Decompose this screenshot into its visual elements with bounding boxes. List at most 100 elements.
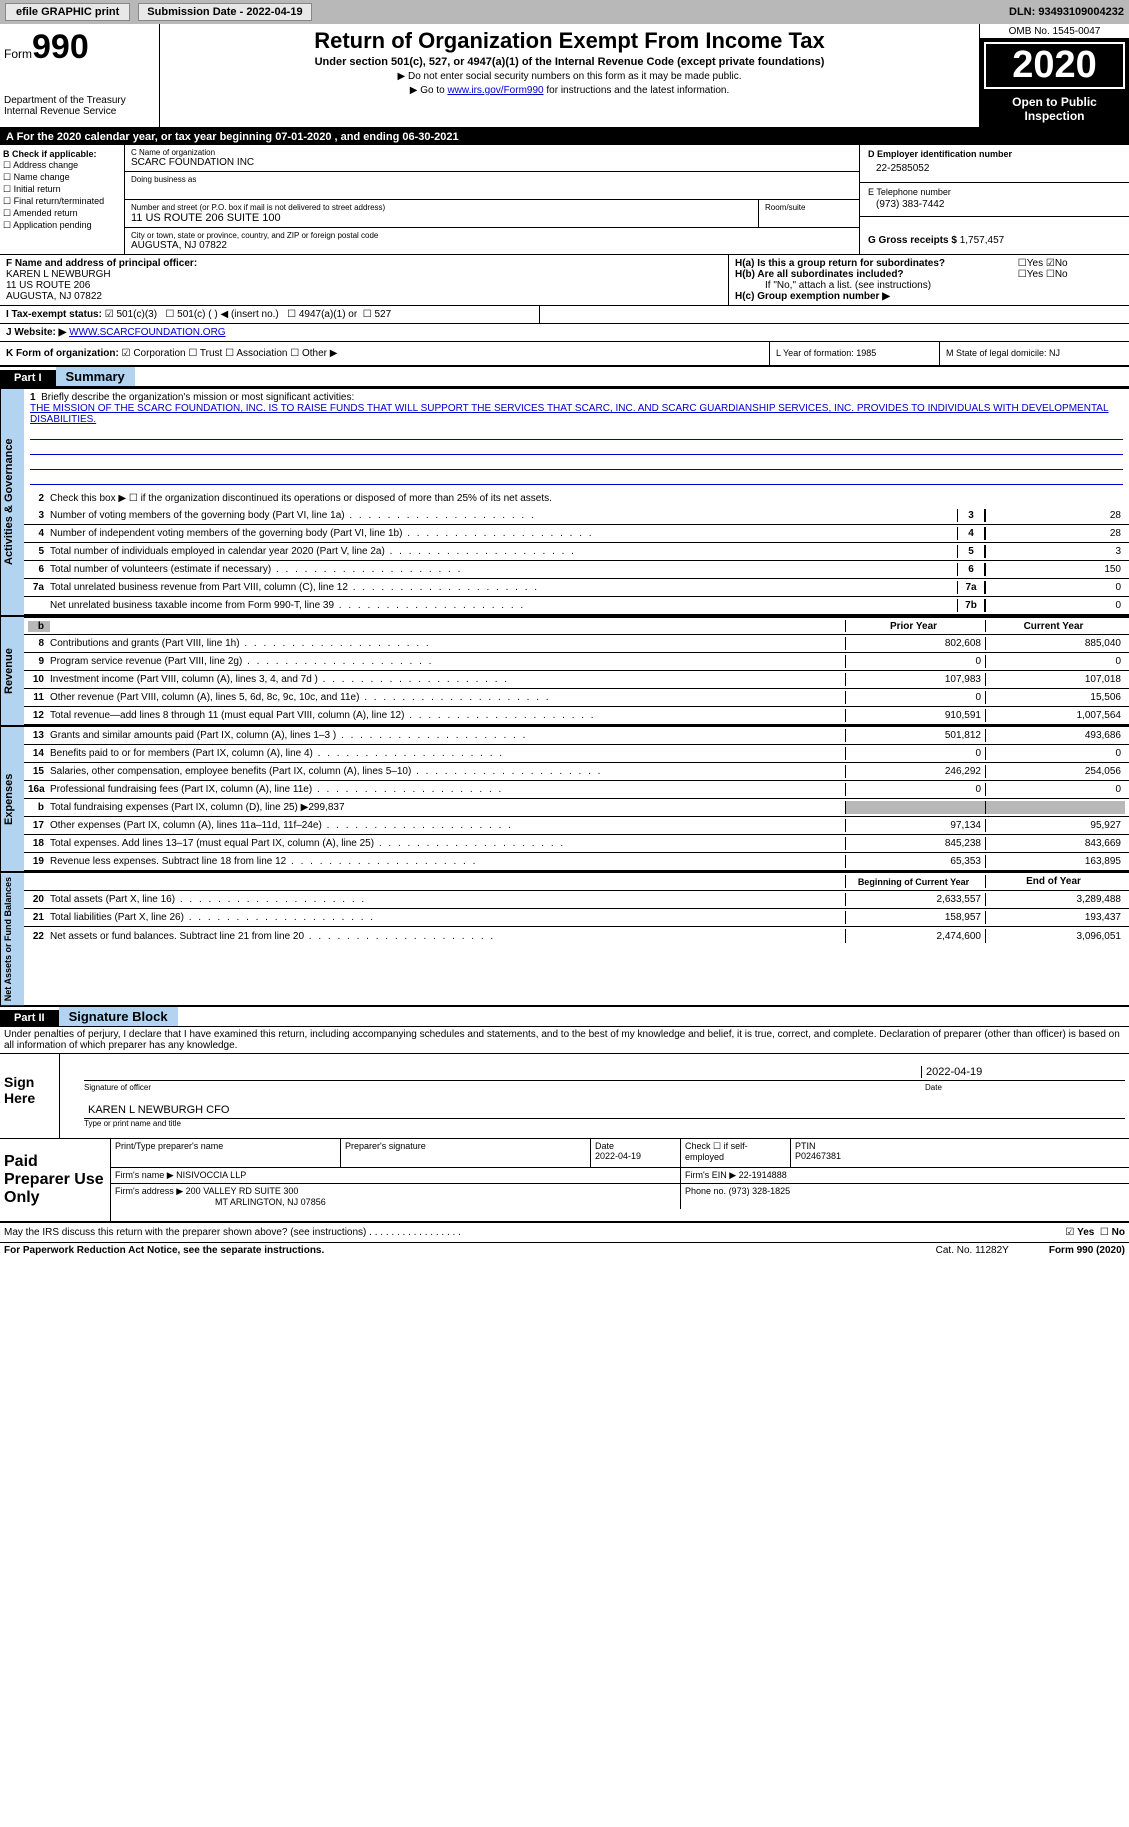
table-row: 16aProfessional fundraising fees (Part I… (24, 781, 1129, 799)
mission-text: THE MISSION OF THE SCARC FOUNDATION, INC… (30, 403, 1109, 425)
k-assoc[interactable]: Association (236, 348, 287, 359)
section-m: M State of legal domicile: NJ (939, 342, 1129, 365)
i-527[interactable]: 527 (375, 309, 392, 320)
header-right: OMB No. 1545-0047 2020 Open to Public In… (979, 24, 1129, 127)
netassets-group: Net Assets or Fund Balances Beginning of… (0, 873, 1129, 1007)
chk-address-change[interactable]: ☐ Address change (3, 160, 121, 171)
website-link[interactable]: WWW.SCARCFOUNDATION.ORG (69, 327, 225, 338)
part1-header: Part ISummary (0, 367, 1129, 387)
revenue-group: Revenue b Prior Year Current Year 8Contr… (0, 617, 1129, 727)
i-501c3[interactable]: 501(c)(3) (116, 309, 157, 320)
block-bcd: B Check if applicable: ☐ Address change … (0, 145, 1129, 255)
section-h: H(a) Is this a group return for subordin… (729, 255, 1129, 305)
table-row: 8Contributions and grants (Part VIII, li… (24, 635, 1129, 653)
officer-signature-field[interactable] (88, 1066, 921, 1078)
header-left: Form990 Department of the Treasury Inter… (0, 24, 160, 127)
table-row: 10Investment income (Part VIII, column (… (24, 671, 1129, 689)
k-other[interactable]: Other ▶ (302, 348, 337, 359)
line-2: 2Check this box ▶ ☐ if the organization … (24, 489, 1129, 507)
firm-phone-value: (973) 328-1825 (729, 1186, 791, 1196)
part2-header: Part IISignature Block (0, 1007, 1129, 1027)
ha-label: H(a) Is this a group return for subordin… (735, 258, 1015, 269)
part2-title: Signature Block (59, 1007, 178, 1026)
inst2-pre: ▶ Go to (410, 85, 448, 96)
inst2-post: for instructions and the latest informat… (544, 85, 730, 96)
hb-yes[interactable]: Yes (1027, 269, 1043, 280)
section-klm: K Form of organization: ☑ Corporation ☐ … (0, 342, 1129, 367)
i-4947[interactable]: 4947(a)(1) or (299, 309, 357, 320)
dba-label: Doing business as (131, 175, 853, 184)
dln: DLN: 93493109004232 (1009, 6, 1124, 18)
open-public-label: Open to Public Inspection (980, 91, 1129, 127)
sig-officer-label: Signature of officer (84, 1083, 925, 1092)
irs-link[interactable]: www.irs.gov/Form990 (447, 85, 543, 96)
discuss-no[interactable]: No (1112, 1227, 1125, 1238)
officer-printed-name: KAREN L NEWBURGH CFO (88, 1104, 229, 1116)
table-row: 13Grants and similar amounts paid (Part … (24, 727, 1129, 745)
ein-value: 22-2585052 (868, 159, 1121, 178)
firm-addr2: MT ARLINGTON, NJ 07856 (215, 1197, 326, 1207)
expenses-group: Expenses 13Grants and similar amounts pa… (0, 727, 1129, 873)
table-row: 14Benefits paid to or for members (Part … (24, 745, 1129, 763)
form-header: Form990 Department of the Treasury Inter… (0, 24, 1129, 129)
firm-addr1: 200 VALLEY RD SUITE 300 (186, 1186, 299, 1196)
discuss-yes[interactable]: Yes (1077, 1227, 1094, 1238)
firm-ein-label: Firm's EIN ▶ (685, 1170, 736, 1180)
self-employed-check[interactable]: Check ☐ if self-employed (681, 1139, 791, 1167)
discuss-question: May the IRS discuss this return with the… (4, 1227, 1065, 1238)
form-subtitle: Under section 501(c), 527, or 4947(a)(1)… (170, 56, 969, 68)
hb-note: If "No," attach a list. (see instruction… (765, 280, 1123, 291)
table-row: 22Net assets or fund balances. Subtract … (24, 927, 1129, 945)
footer-form: Form 990 (2020) (1049, 1245, 1125, 1256)
block-fh: F Name and address of principal officer:… (0, 255, 1129, 306)
k-trust[interactable]: Trust (200, 348, 222, 359)
expenses-vlabel: Expenses (0, 727, 24, 871)
efile-print-button[interactable]: efile GRAPHIC print (5, 3, 130, 21)
officer-addr2: AUGUSTA, NJ 07822 (6, 291, 102, 302)
preparer-date-label: Date (595, 1141, 676, 1151)
table-row: 9Program service revenue (Part VIII, lin… (24, 653, 1129, 671)
footer: For Paperwork Reduction Act Notice, see … (0, 1242, 1129, 1258)
revenue-header-row: b Prior Year Current Year (24, 617, 1129, 635)
city-label: City or town, state or province, country… (131, 231, 853, 240)
ha-yes[interactable]: Yes (1027, 258, 1043, 269)
officer-addr1: 11 US ROUTE 206 (6, 280, 90, 291)
form-number: 990 (32, 28, 89, 66)
k-corp[interactable]: Corporation (133, 348, 185, 359)
ha-no[interactable]: No (1055, 258, 1068, 269)
header-center: Return of Organization Exempt From Incom… (160, 24, 979, 127)
l1-text: Briefly describe the organization's miss… (41, 392, 354, 403)
table-row: 20Total assets (Part X, line 16)2,633,55… (24, 891, 1129, 909)
ein-label: D Employer identification number (868, 149, 1121, 159)
sig-date-label: Date (925, 1083, 1125, 1092)
firm-ein-value: 22-1914888 (739, 1170, 787, 1180)
tax-year: 2020 (984, 42, 1125, 89)
ruled-line (30, 456, 1123, 470)
section-c: C Name of organization SCARC FOUNDATION … (125, 145, 859, 254)
chk-name-change[interactable]: ☐ Name change (3, 172, 121, 183)
hb-no[interactable]: No (1055, 269, 1068, 280)
chk-amended-return[interactable]: ☐ Amended return (3, 208, 121, 219)
ein-row: D Employer identification number 22-2585… (860, 145, 1129, 183)
sign-here-label: Sign Here (0, 1054, 60, 1138)
inst-1: ▶ Do not enter social security numbers o… (170, 71, 969, 82)
city-row: City or town, state or province, country… (125, 228, 859, 254)
addr-value: 11 US ROUTE 206 SUITE 100 (131, 212, 752, 224)
footer-pra: For Paperwork Reduction Act Notice, see … (4, 1245, 936, 1256)
chk-final-return[interactable]: ☐ Final return/terminated (3, 196, 121, 207)
preparer-sig-label: Preparer's signature (345, 1141, 586, 1151)
table-row: 6Total number of volunteers (estimate if… (24, 561, 1129, 579)
chk-initial-return[interactable]: ☐ Initial return (3, 184, 121, 195)
city-value: AUGUSTA, NJ 07822 (131, 240, 853, 251)
tel-value: (973) 383-7442 (868, 197, 1121, 212)
discuss-row: May the IRS discuss this return with the… (0, 1223, 1129, 1242)
chk-application-pending[interactable]: ☐ Application pending (3, 220, 121, 231)
i-501c[interactable]: 501(c) ( ) ◀ (insert no.) (177, 309, 279, 320)
firm-name-label: Firm's name ▶ (115, 1170, 174, 1180)
firm-phone-label: Phone no. (685, 1186, 726, 1196)
submission-date: Submission Date - 2022-04-19 (138, 3, 311, 21)
line-1: 1 Briefly describe the organization's mi… (24, 389, 1129, 489)
tel-row: E Telephone number (973) 383-7442 (860, 183, 1129, 217)
firm-addr-label: Firm's address ▶ (115, 1186, 183, 1196)
table-row: 4Number of independent voting members of… (24, 525, 1129, 543)
